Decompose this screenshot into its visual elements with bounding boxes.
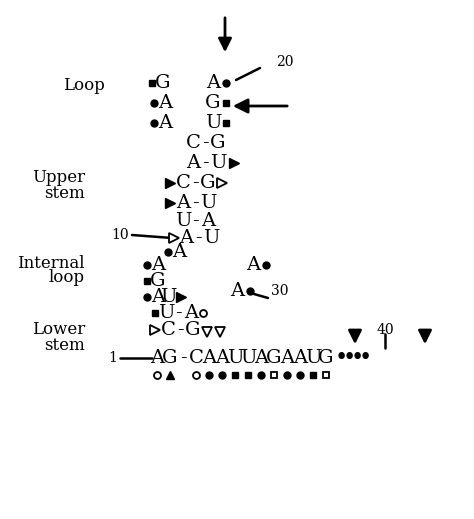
Text: 1: 1: [109, 351, 118, 365]
Text: -: -: [180, 349, 186, 367]
Text: Lower: Lower: [32, 321, 85, 338]
Text: A: A: [158, 114, 172, 132]
Text: C: C: [185, 134, 201, 152]
Text: 20: 20: [276, 55, 294, 69]
Text: U: U: [175, 212, 191, 230]
Text: U: U: [205, 114, 221, 132]
Text: U: U: [200, 194, 216, 212]
Text: •: •: [350, 347, 364, 369]
Text: C: C: [175, 174, 191, 192]
Text: Internal: Internal: [18, 254, 85, 271]
Text: •: •: [334, 347, 347, 369]
Text: •: •: [358, 347, 372, 369]
Text: A: A: [215, 349, 229, 367]
Text: A: A: [158, 94, 172, 112]
Text: A: A: [246, 256, 260, 274]
Text: G: G: [155, 74, 171, 92]
Text: C: C: [189, 349, 203, 367]
Text: A: A: [202, 349, 216, 367]
Text: 30: 30: [271, 284, 289, 298]
Text: A: A: [184, 304, 198, 322]
Text: -: -: [177, 321, 183, 339]
Text: A: A: [150, 349, 164, 367]
Text: A: A: [230, 282, 244, 300]
Text: stem: stem: [44, 336, 85, 353]
Text: U: U: [240, 349, 256, 367]
Text: G: G: [318, 349, 334, 367]
Text: G: G: [162, 349, 178, 367]
Text: U: U: [203, 229, 219, 247]
Text: -: -: [191, 174, 198, 192]
Text: G: G: [205, 94, 221, 112]
Text: -: -: [175, 304, 182, 322]
Text: G: G: [210, 134, 226, 152]
Text: A: A: [151, 288, 165, 306]
Text: A: A: [254, 349, 268, 367]
Text: U: U: [227, 349, 243, 367]
Text: -: -: [202, 154, 208, 172]
Text: 40: 40: [376, 323, 394, 337]
Text: Upper: Upper: [32, 170, 85, 186]
Text: G: G: [150, 272, 166, 290]
Text: stem: stem: [44, 184, 85, 201]
Text: A: A: [151, 256, 165, 274]
Text: G: G: [185, 321, 201, 339]
Text: U: U: [210, 154, 226, 172]
Text: -: -: [202, 134, 208, 152]
Text: U: U: [158, 304, 174, 322]
Text: A: A: [176, 194, 190, 212]
Text: A: A: [206, 74, 220, 92]
Text: -: -: [191, 194, 198, 212]
Text: -: -: [191, 212, 198, 230]
Text: A: A: [201, 212, 215, 230]
Text: U: U: [305, 349, 321, 367]
Text: •: •: [342, 347, 356, 369]
Text: A: A: [179, 229, 193, 247]
Text: A: A: [186, 154, 200, 172]
Text: A: A: [293, 349, 307, 367]
Text: U: U: [160, 288, 176, 306]
Text: 10: 10: [111, 228, 129, 242]
Text: C: C: [161, 321, 175, 339]
Text: G: G: [200, 174, 216, 192]
Text: A: A: [172, 243, 186, 261]
Text: loop: loop: [49, 268, 85, 285]
Text: G: G: [266, 349, 282, 367]
Text: Loop: Loop: [63, 76, 105, 93]
Text: A: A: [280, 349, 294, 367]
Text: -: -: [195, 229, 201, 247]
